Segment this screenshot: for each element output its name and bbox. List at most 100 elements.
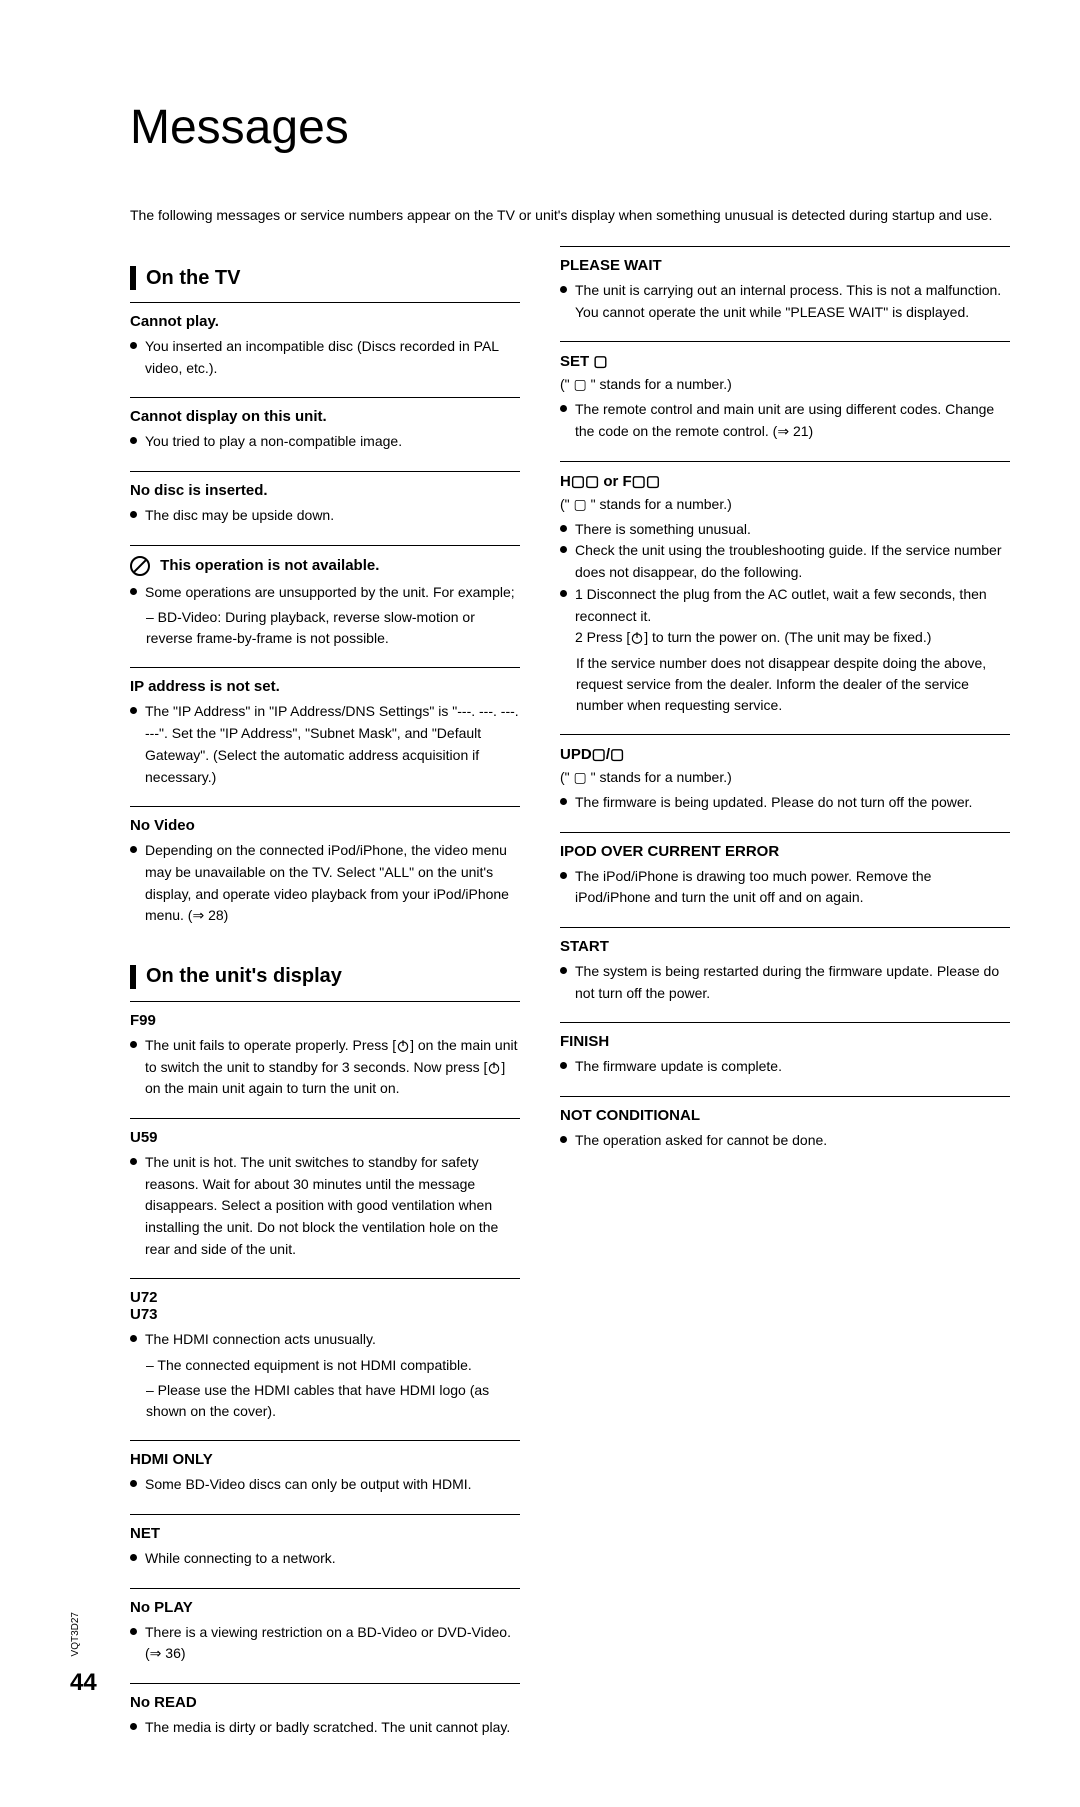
msg-no-play: No PLAY There is a viewing restriction o… (130, 1588, 520, 1683)
section-on-display: On the unit's display (130, 965, 520, 989)
msg-desc: The media is dirty or badly scratched. T… (145, 1717, 520, 1739)
msg-title: No disc is inserted. (130, 482, 520, 499)
msg-u72-u73: U72 U73 The HDMI connection acts unusual… (130, 1278, 520, 1440)
msg-title: NOT CONDITIONAL (560, 1107, 1010, 1124)
bullet-icon (130, 511, 137, 518)
section-marker (130, 965, 136, 989)
bullet-icon (560, 405, 567, 412)
msg-desc: The disc may be upside down. (145, 505, 520, 527)
bullet-icon (130, 1335, 137, 1342)
section-title-tv: On the TV (146, 267, 240, 290)
msg-h-or-f: H▢▢ or F▢▢ (" ▢ " stands for a number.) … (560, 461, 1010, 734)
bullet-icon (560, 872, 567, 879)
bullet-icon (130, 1480, 137, 1487)
msg-desc: You tried to play a non-compatible image… (145, 431, 520, 453)
page-number: 44 (70, 1669, 97, 1697)
msg-subtitle: (" ▢ " stands for a number.) (560, 769, 1010, 786)
msg-title: IPOD OVER CURRENT ERROR (560, 843, 1010, 860)
msg-title: U59 (130, 1129, 520, 1146)
msg-title: Cannot play. (130, 313, 520, 330)
msg-no-video: No Video Depending on the connected iPod… (130, 806, 520, 945)
msg-desc: The remote control and main unit are usi… (575, 399, 1010, 442)
msg-title: SET ▢ (560, 352, 1010, 370)
msg-sub: – BD-Video: During playback, reverse slo… (146, 607, 520, 649)
msg-desc: There is a viewing restriction on a BD-V… (145, 1622, 520, 1665)
msg-ip-not-set: IP address is not set. The "IP Address" … (130, 667, 520, 806)
power-icon (630, 631, 644, 645)
msg-desc: Some BD-Video discs can only be output w… (145, 1474, 520, 1496)
bullet-icon (560, 525, 567, 532)
bullet-icon (130, 1158, 137, 1165)
msg-desc: You inserted an incompatible disc (Discs… (145, 336, 520, 379)
msg-desc: The unit fails to operate properly. Pres… (145, 1035, 520, 1100)
msg-not-conditional: NOT CONDITIONAL The operation asked for … (560, 1096, 1010, 1170)
bullet-icon (560, 967, 567, 974)
msg-title: U72 U73 (130, 1289, 520, 1323)
msg-sub: If the service number does not disappear… (576, 653, 1010, 716)
bullet-icon (560, 546, 567, 553)
msg-operation-na: This operation is not available. Some op… (130, 545, 520, 668)
msg-desc: The firmware is being updated. Please do… (575, 792, 1010, 814)
msg-title: H▢▢ or F▢▢ (560, 472, 1010, 490)
msg-sub: – Please use the HDMI cables that have H… (146, 1380, 520, 1422)
msg-no-read: No READ The media is dirty or badly scra… (130, 1683, 520, 1757)
msg-desc: Check the unit using the troubleshooting… (575, 540, 1010, 583)
msg-hdmi-only: HDMI ONLY Some BD-Video discs can only b… (130, 1440, 520, 1514)
msg-upd: UPD▢/▢ (" ▢ " stands for a number.) The … (560, 734, 1010, 832)
section-on-tv: On the TV (130, 266, 520, 290)
msg-title: PLEASE WAIT (560, 257, 1010, 274)
msg-cannot-play: Cannot play. You inserted an incompatibl… (130, 302, 520, 397)
bullet-icon (560, 590, 567, 597)
msg-desc: Depending on the connected iPod/iPhone, … (145, 840, 520, 927)
msg-sub: – The connected equipment is not HDMI co… (146, 1355, 520, 1376)
msg-desc: The unit is carrying out an internal pro… (575, 280, 1010, 323)
msg-desc: The system is being restarted during the… (575, 961, 1010, 1004)
power-icon (396, 1039, 410, 1053)
power-icon (487, 1061, 501, 1075)
msg-title: IP address is not set. (130, 678, 520, 695)
msg-desc: The unit is hot. The unit switches to st… (145, 1152, 520, 1260)
msg-cannot-display: Cannot display on this unit. You tried t… (130, 397, 520, 471)
msg-desc: The HDMI connection acts unusually. (145, 1329, 520, 1351)
msg-desc: The operation asked for cannot be done. (575, 1130, 1010, 1152)
msg-desc: Some operations are unsupported by the u… (145, 582, 520, 604)
msg-subtitle: (" ▢ " stands for a number.) (560, 376, 1010, 393)
msg-desc: The "IP Address" in "IP Address/DNS Sett… (145, 701, 520, 788)
section-title-display: On the unit's display (146, 965, 342, 988)
msg-title: No Video (130, 817, 520, 834)
bullet-icon (130, 1628, 137, 1635)
msg-desc: The iPod/iPhone is drawing too much powe… (575, 866, 1010, 909)
page-title: Messages (130, 100, 1010, 155)
msg-title: This operation is not available. (130, 556, 520, 576)
bullet-icon (130, 846, 137, 853)
bullet-icon (130, 437, 137, 444)
msg-no-disc: No disc is inserted. The disc may be ups… (130, 471, 520, 545)
msg-f99: F99 The unit fails to operate properly. … (130, 1001, 520, 1118)
msg-ipod-error: IPOD OVER CURRENT ERROR The iPod/iPhone … (560, 832, 1010, 927)
section-marker (130, 266, 136, 290)
bullet-icon (130, 707, 137, 714)
msg-set: SET ▢ (" ▢ " stands for a number.) The r… (560, 341, 1010, 460)
msg-desc: 1 Disconnect the plug from the AC outlet… (575, 584, 1010, 649)
msg-title: No READ (130, 1694, 520, 1711)
msg-net: NET While connecting to a network. (130, 1514, 520, 1588)
bullet-icon (130, 1041, 137, 1048)
vertical-label: VQT3D27 (70, 1612, 81, 1656)
bullet-icon (560, 1136, 567, 1143)
msg-title: Cannot display on this unit. (130, 408, 520, 425)
prohibit-icon (130, 556, 150, 576)
msg-subtitle: (" ▢ " stands for a number.) (560, 496, 1010, 513)
bullet-icon (130, 1723, 137, 1730)
msg-title: UPD▢/▢ (560, 745, 1010, 763)
msg-please-wait: PLEASE WAIT The unit is carrying out an … (560, 246, 1010, 341)
bullet-icon (130, 342, 137, 349)
bullet-icon (560, 1062, 567, 1069)
msg-title: F99 (130, 1012, 520, 1029)
msg-title: START (560, 938, 1010, 955)
msg-desc: There is something unusual. (575, 519, 1010, 541)
msg-desc: The firmware update is complete. (575, 1056, 1010, 1078)
msg-title: No PLAY (130, 1599, 520, 1616)
bullet-icon (560, 798, 567, 805)
bullet-icon (560, 286, 567, 293)
msg-title: FINISH (560, 1033, 1010, 1050)
